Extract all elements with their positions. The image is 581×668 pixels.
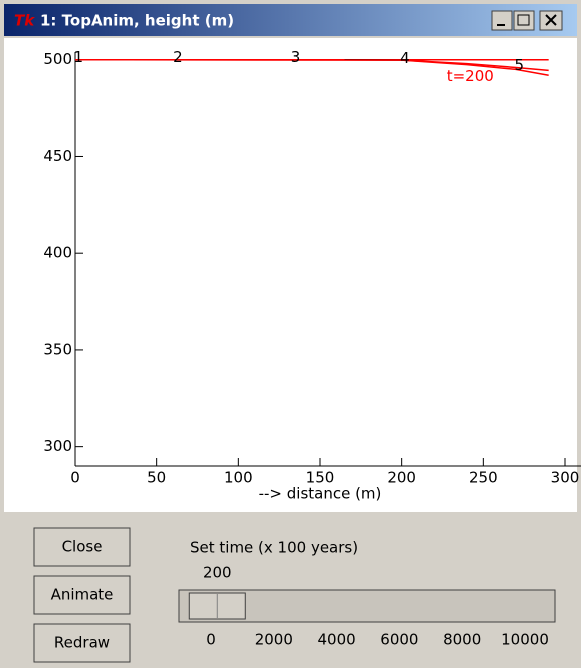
plot: 300 350 400 450 500 0 50 100 150 200 250 300 --> dis… [43, 48, 581, 503]
x-tick-label: 0 [70, 469, 80, 487]
button[interactable] [33, 623, 131, 663]
slider-tick-label: 8000 [443, 631, 481, 649]
maximize-button[interactable] [513, 10, 535, 31]
x-tick-label: 50 [147, 469, 166, 487]
curve-marker: 4 [400, 49, 410, 67]
y-tick-label: 500 [43, 50, 72, 68]
icon [517, 14, 530, 26]
button-label[interactable]: Animate [51, 586, 114, 604]
slider-tick-label: 2000 [255, 631, 293, 649]
button-label[interactable]: Close [62, 538, 103, 556]
controls: Close Animate Redraw Set time (x 100 years)… [33, 527, 556, 663]
curve-marker: 2 [173, 48, 183, 66]
slider-label: Set time (x 100 years) [190, 539, 358, 557]
tk-icon: Tk [14, 12, 35, 30]
x-tick-label: 150 [306, 469, 335, 487]
button-label[interactable]: Redraw [54, 634, 110, 652]
x-axis-label: --> distance (m) [259, 485, 382, 503]
minimize-button[interactable] [491, 10, 513, 31]
plot-canvas [4, 38, 577, 512]
title-bar [4, 4, 577, 36]
window-buttons[interactable] [491, 10, 563, 31]
series-line [401, 59, 549, 72]
y-tick-label: 400 [43, 244, 72, 262]
slider-tick-label: 0 [206, 631, 216, 649]
window-title: 1: TopAnim, height (m) [40, 12, 234, 30]
y-tick-label: 450 [43, 147, 72, 165]
curve-marker: 1 [73, 48, 83, 66]
slider-tick-label: 10000 [501, 631, 549, 649]
y-tick-label: 300 [43, 437, 72, 455]
button[interactable] [33, 575, 131, 615]
x-tick-label: 200 [387, 469, 416, 487]
y-tick-label: 350 [43, 340, 72, 358]
x-tick-label: 250 [469, 469, 498, 487]
curve-marker: 5 [514, 56, 524, 74]
slider-value: 200 [203, 564, 232, 582]
button[interactable] [33, 527, 131, 567]
x-tick-label: 300 [551, 469, 580, 487]
slider-tick-label: 4000 [318, 631, 356, 649]
curve-marker: 3 [291, 48, 301, 66]
series-line [74, 58, 549, 76]
icon [545, 14, 557, 26]
annotation: t=200 [447, 67, 494, 85]
x-tick-label: 100 [224, 469, 253, 487]
slider-tick-label: 6000 [380, 631, 418, 649]
